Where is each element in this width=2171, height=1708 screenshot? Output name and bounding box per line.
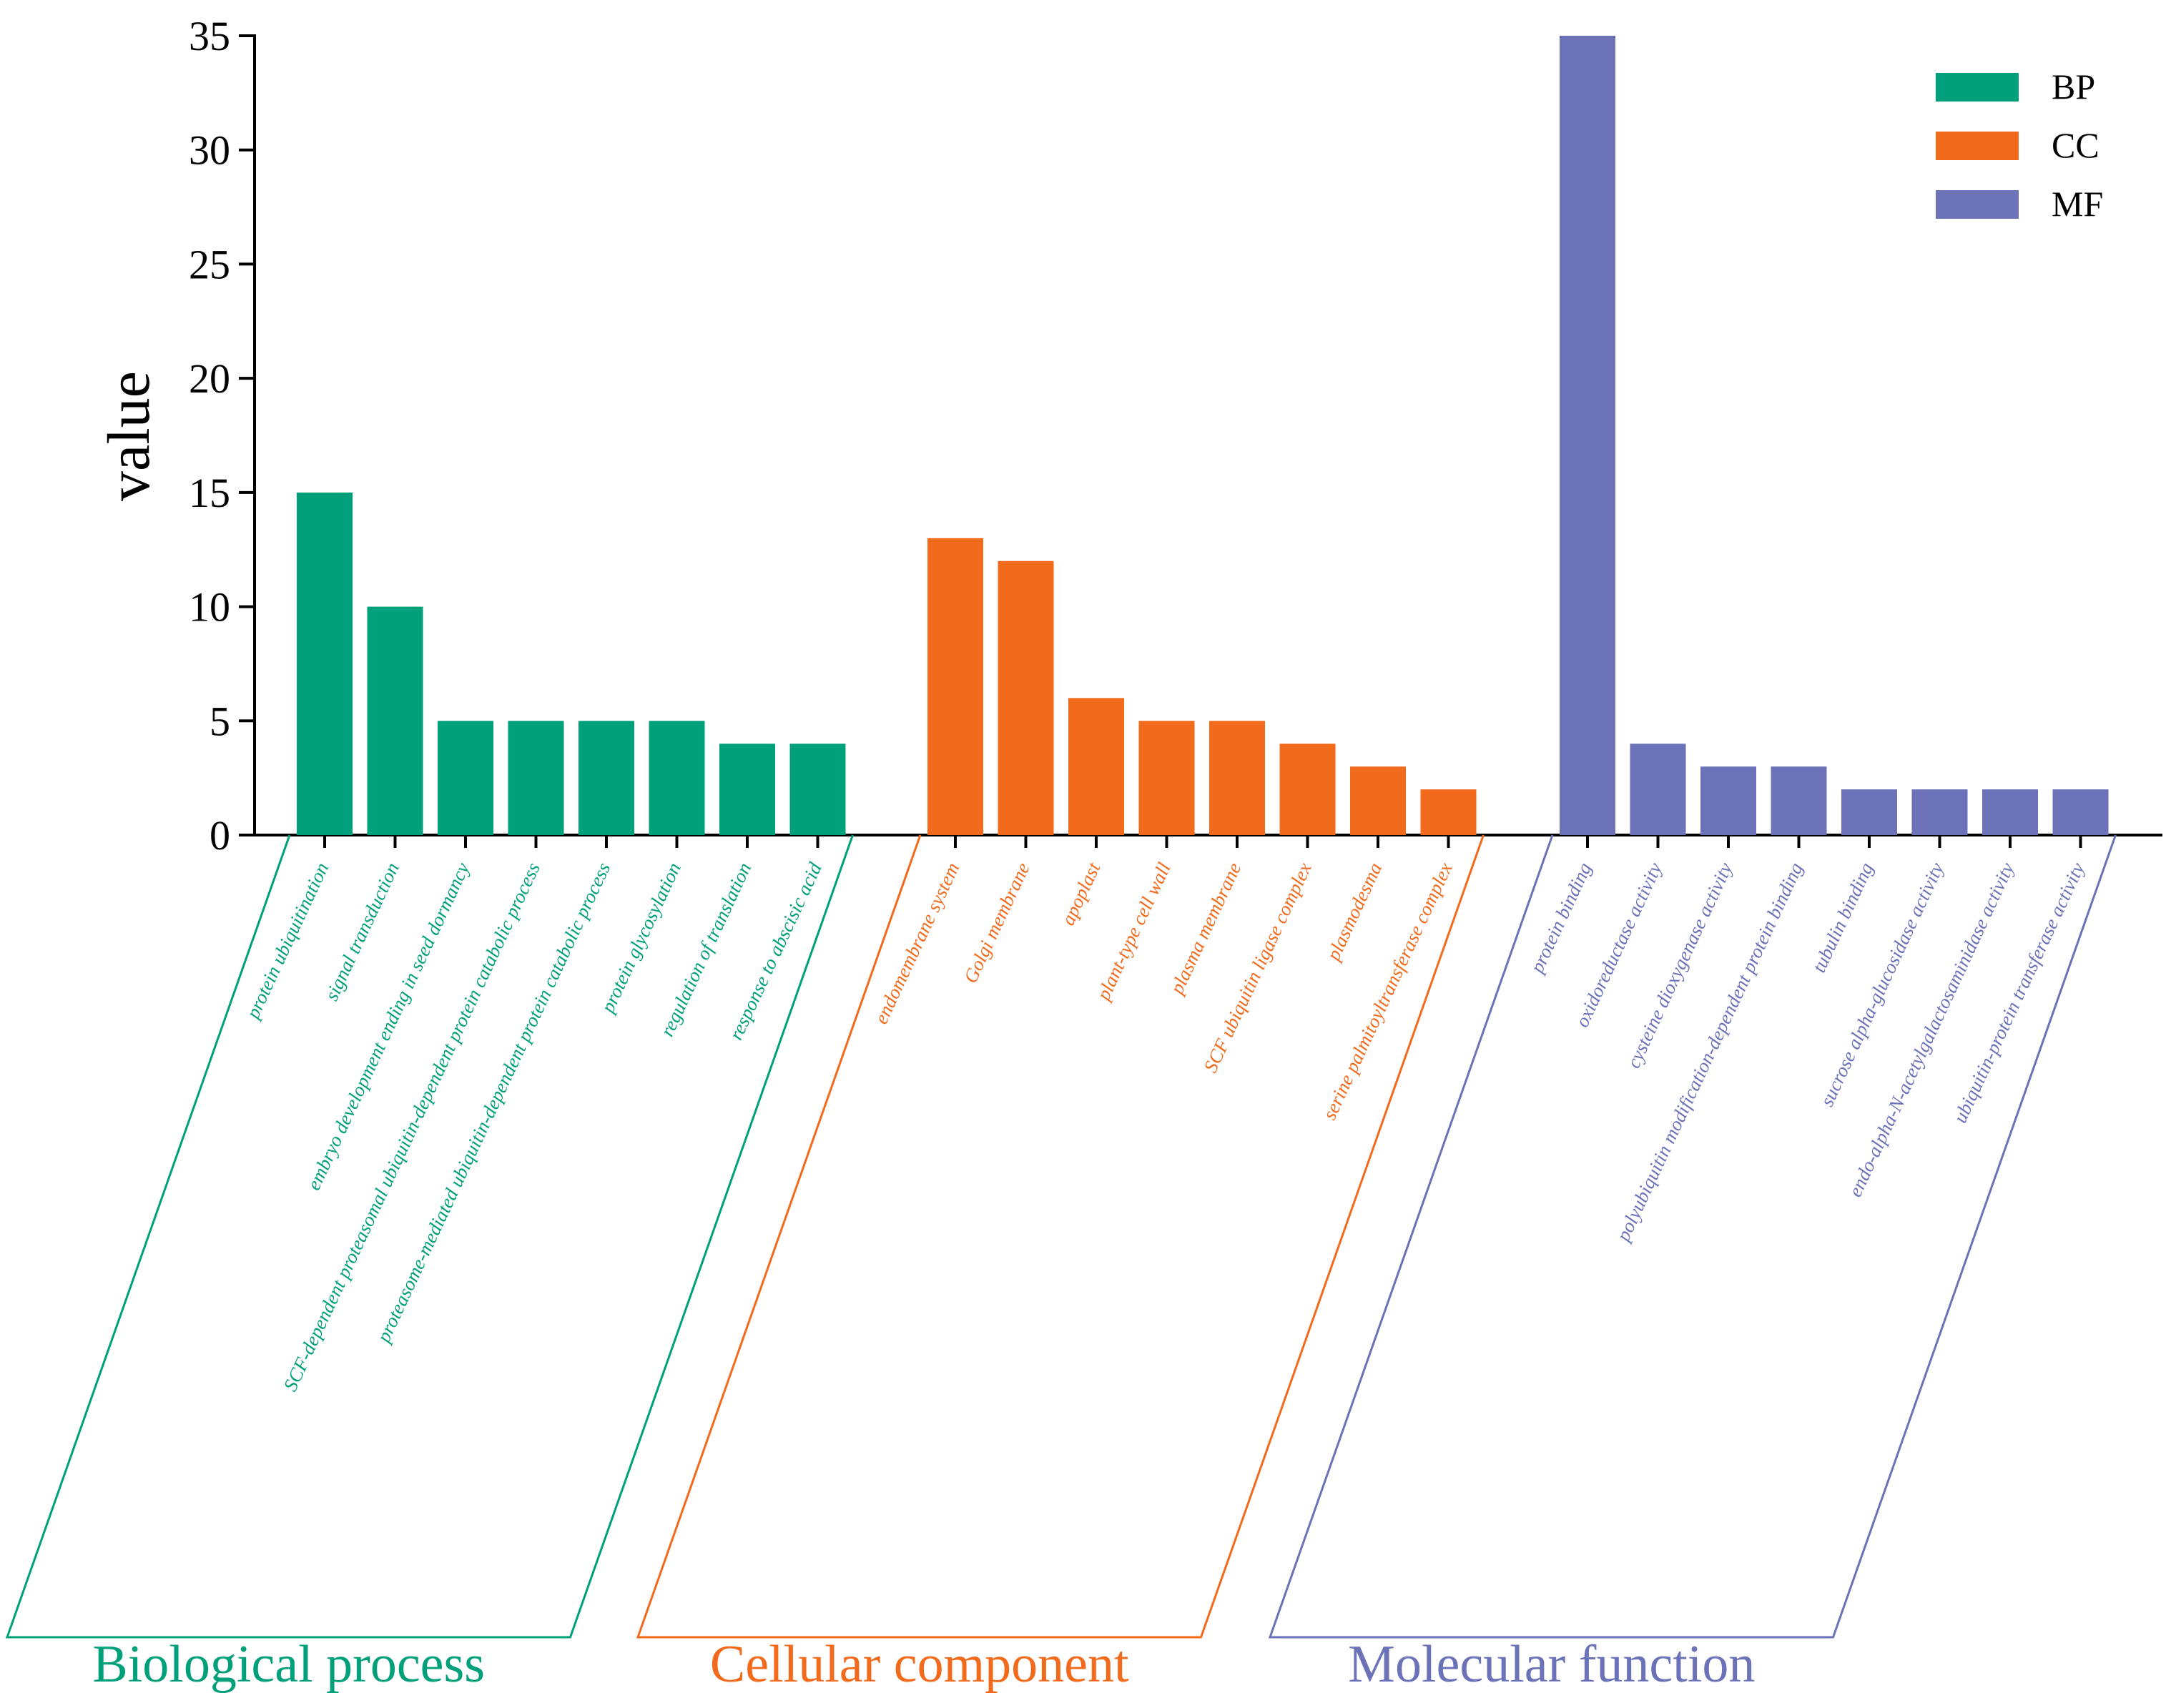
bar: [297, 492, 353, 835]
category-label: endomembrane system: [870, 859, 964, 1027]
category-label: plasmodesma: [1321, 859, 1386, 965]
legend-label-cc: CC: [2052, 125, 2099, 165]
category-label: ubiquitin-protein transferase activity: [1949, 859, 2089, 1126]
y-tick-label: 20: [189, 355, 230, 402]
bar: [1279, 744, 1336, 835]
y-tick-label: 5: [210, 698, 230, 744]
bar: [508, 721, 564, 835]
category-label: serine palmitoyltransferase complex: [1319, 859, 1457, 1123]
group-title-cc: Cellular component: [710, 1635, 1129, 1694]
group-bracket-cc: [636, 834, 1485, 1639]
y-tick-label: 15: [189, 470, 230, 516]
category-label: plant-type cell wall: [1092, 859, 1175, 1004]
bar: [1560, 36, 1615, 835]
legend-label-bp: BP: [2052, 66, 2095, 107]
y-tick-label: 25: [189, 241, 230, 287]
bar: [579, 721, 634, 835]
y-axis-title: value: [96, 371, 162, 501]
bar: [1700, 766, 1756, 835]
bar: [789, 744, 846, 835]
bar: [1911, 789, 1968, 835]
axes-layer: 0 5 10 15 20 25 30 35 value: [96, 13, 2162, 859]
bar-group-mf: [1560, 36, 2109, 835]
bar: [998, 561, 1054, 835]
bar: [927, 538, 983, 835]
category-label: protein ubiquitination: [241, 859, 333, 1023]
bar: [1982, 789, 2038, 835]
bar: [2052, 789, 2109, 835]
bar: [367, 606, 423, 835]
y-tick-label: 0: [210, 812, 230, 859]
category-label: protein glycosylation: [596, 859, 685, 1017]
category-label: signal transduction: [320, 859, 403, 1004]
category-label: apoplast: [1057, 859, 1105, 929]
category-label: sucrose alpha-glucosidase activity: [1816, 859, 1948, 1110]
bar: [1630, 744, 1686, 835]
legend-label-mf: MF: [2052, 184, 2103, 224]
bar: [1771, 766, 1827, 835]
bar: [1350, 766, 1406, 835]
bar: [438, 721, 493, 835]
legend-swatch-mf: [1936, 190, 2019, 219]
y-tick-label: 30: [189, 127, 230, 174]
bar: [1841, 789, 1897, 835]
legend-swatch-bp: [1936, 73, 2019, 102]
bar: [1138, 721, 1195, 835]
group-title-mf: Molecular function: [1348, 1635, 1755, 1694]
legend-swatch-cc: [1936, 132, 2019, 160]
category-label: tubulin binding: [1808, 859, 1877, 976]
bar: [1420, 789, 1477, 835]
category-label: SCF-dependent proteasomal ubiquitin-depe…: [280, 859, 544, 1395]
y-tick-label: 35: [189, 13, 230, 59]
group-bracket-bp: [5, 834, 854, 1639]
bar: [719, 744, 775, 835]
bar: [649, 721, 705, 835]
y-tick-label: 10: [189, 584, 230, 631]
group-bracket-mf: [1268, 834, 2117, 1639]
category-label: protein binding: [1525, 859, 1595, 977]
bar-group-cc: [927, 538, 1477, 835]
category-label: plasma membrane: [1165, 859, 1245, 999]
group-title-bp: Biological process: [92, 1635, 485, 1694]
category-label: Golgi membrane: [960, 859, 1034, 987]
bar-group-bp: [297, 492, 846, 835]
legend: BP CC MF: [1936, 66, 2103, 224]
bars-layer: [297, 36, 2109, 835]
bar: [1068, 698, 1124, 835]
bar: [1209, 721, 1265, 835]
